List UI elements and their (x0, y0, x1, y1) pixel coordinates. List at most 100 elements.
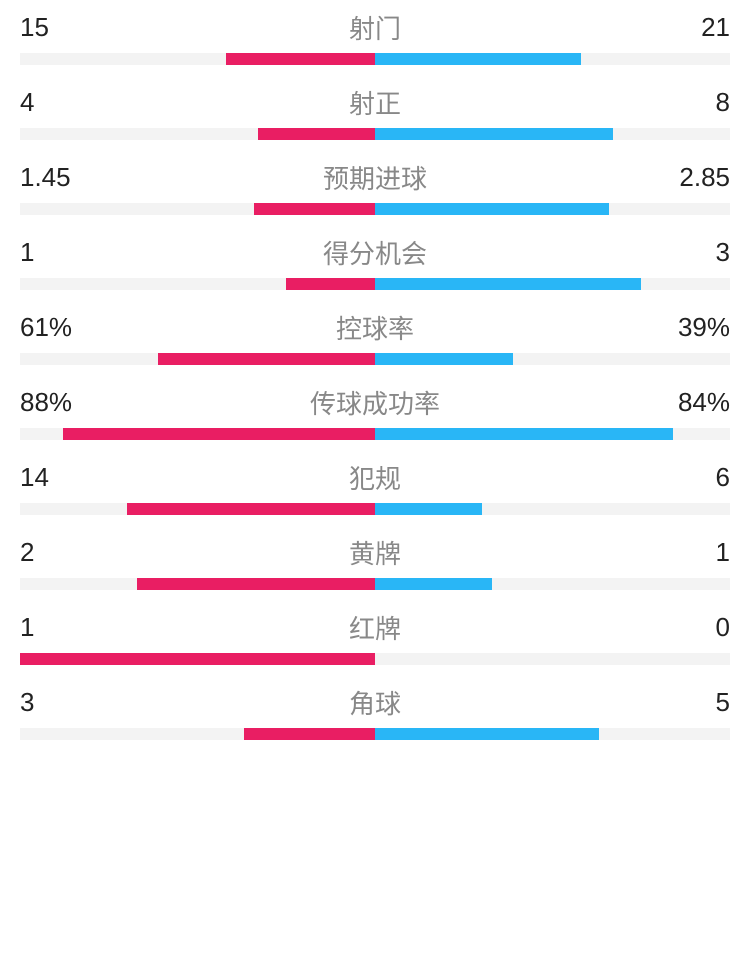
stat-bar-left-track (20, 353, 375, 365)
stat-bar-left-track (20, 653, 375, 665)
stat-label: 犯规 (349, 459, 401, 496)
stat-right-value: 84% (678, 387, 730, 418)
stat-row: 61% 控球率 39% (20, 312, 730, 365)
stat-bar-left-track (20, 53, 375, 65)
stat-bar (20, 428, 730, 440)
stat-row: 1 得分机会 3 (20, 237, 730, 290)
stat-bar-left-fill (158, 353, 375, 365)
stat-bar-left-track (20, 428, 375, 440)
stat-right-value: 3 (716, 237, 730, 268)
stat-right-value: 6 (716, 462, 730, 493)
stat-bar-right-fill (375, 353, 513, 365)
stat-bar-left-fill (286, 278, 375, 290)
stat-bar-right-track (375, 728, 730, 740)
stat-row: 4 射正 8 (20, 87, 730, 140)
stat-row: 88% 传球成功率 84% (20, 387, 730, 440)
stat-right-value: 21 (701, 12, 730, 43)
stat-labels: 3 角球 5 (20, 687, 730, 718)
stat-labels: 4 射正 8 (20, 87, 730, 118)
stat-label: 黄牌 (349, 534, 401, 571)
stat-bar-right-track (375, 203, 730, 215)
stat-label: 射正 (349, 84, 401, 121)
stat-bar-left-track (20, 203, 375, 215)
stat-bar-left-fill (254, 203, 375, 215)
stat-bar (20, 128, 730, 140)
stat-bar (20, 728, 730, 740)
stat-bar (20, 578, 730, 590)
stat-bar-left-track (20, 128, 375, 140)
stat-label: 射门 (349, 9, 401, 46)
stat-bar-right-fill (375, 428, 673, 440)
stat-left-value: 3 (20, 687, 34, 718)
stat-left-value: 4 (20, 87, 34, 118)
stat-label: 得分机会 (323, 234, 427, 271)
stat-row: 14 犯规 6 (20, 462, 730, 515)
stat-bar-right-fill (375, 203, 609, 215)
stat-left-value: 15 (20, 12, 49, 43)
stat-bar (20, 503, 730, 515)
stat-label: 角球 (349, 684, 401, 721)
stat-bar-right-track (375, 503, 730, 515)
stat-left-value: 1 (20, 612, 34, 643)
stat-label: 传球成功率 (310, 384, 440, 421)
stat-bar-right-fill (375, 578, 492, 590)
stat-bar-right-fill (375, 53, 581, 65)
stat-right-value: 1 (716, 537, 730, 568)
stat-label: 红牌 (349, 609, 401, 646)
stat-bar-right-track (375, 428, 730, 440)
stat-labels: 15 射门 21 (20, 12, 730, 43)
stat-bar-left-fill (244, 728, 375, 740)
stat-left-value: 61% (20, 312, 72, 343)
stat-bar (20, 653, 730, 665)
stat-bar (20, 203, 730, 215)
stat-bar-right-track (375, 353, 730, 365)
stat-row: 15 射门 21 (20, 12, 730, 65)
stat-bar (20, 53, 730, 65)
stat-label: 控球率 (336, 309, 414, 346)
stat-labels: 2 黄牌 1 (20, 537, 730, 568)
stat-left-value: 2 (20, 537, 34, 568)
stat-labels: 61% 控球率 39% (20, 312, 730, 343)
stat-right-value: 0 (716, 612, 730, 643)
stat-bar-left-track (20, 503, 375, 515)
stat-bar (20, 278, 730, 290)
stat-bar-right-fill (375, 503, 482, 515)
stat-bar-right-fill (375, 278, 641, 290)
stat-labels: 1 得分机会 3 (20, 237, 730, 268)
stat-row: 1.45 预期进球 2.85 (20, 162, 730, 215)
stat-left-value: 1 (20, 237, 34, 268)
stat-bar-left-track (20, 578, 375, 590)
stat-bar-right-fill (375, 728, 599, 740)
stat-right-value: 39% (678, 312, 730, 343)
stat-right-value: 5 (716, 687, 730, 718)
stat-bar-right-track (375, 53, 730, 65)
stat-row: 3 角球 5 (20, 687, 730, 740)
stat-bar-left-fill (137, 578, 375, 590)
stat-right-value: 8 (716, 87, 730, 118)
stat-bar-left-fill (63, 428, 375, 440)
stat-left-value: 88% (20, 387, 72, 418)
stat-row: 2 黄牌 1 (20, 537, 730, 590)
stat-bar-left-fill (20, 653, 375, 665)
stat-bar-right-track (375, 128, 730, 140)
stat-bar-left-fill (258, 128, 375, 140)
stat-bar-right-track (375, 653, 730, 665)
stat-labels: 1.45 预期进球 2.85 (20, 162, 730, 193)
stat-bar-right-track (375, 278, 730, 290)
stat-label: 预期进球 (323, 159, 427, 196)
stat-bar-left-track (20, 728, 375, 740)
stat-bar-left-fill (226, 53, 375, 65)
stat-left-value: 14 (20, 462, 49, 493)
stat-right-value: 2.85 (679, 162, 730, 193)
stat-bar (20, 353, 730, 365)
stat-bar-right-fill (375, 128, 613, 140)
stat-left-value: 1.45 (20, 162, 71, 193)
stat-bar-left-track (20, 278, 375, 290)
stat-labels: 88% 传球成功率 84% (20, 387, 730, 418)
stat-labels: 1 红牌 0 (20, 612, 730, 643)
stat-bar-left-fill (127, 503, 376, 515)
stat-labels: 14 犯规 6 (20, 462, 730, 493)
stat-row: 1 红牌 0 (20, 612, 730, 665)
match-stats-container: 15射门214射正81.45预期进球2.851得分机会361%控球率39%88%… (20, 12, 730, 740)
stat-bar-right-track (375, 578, 730, 590)
